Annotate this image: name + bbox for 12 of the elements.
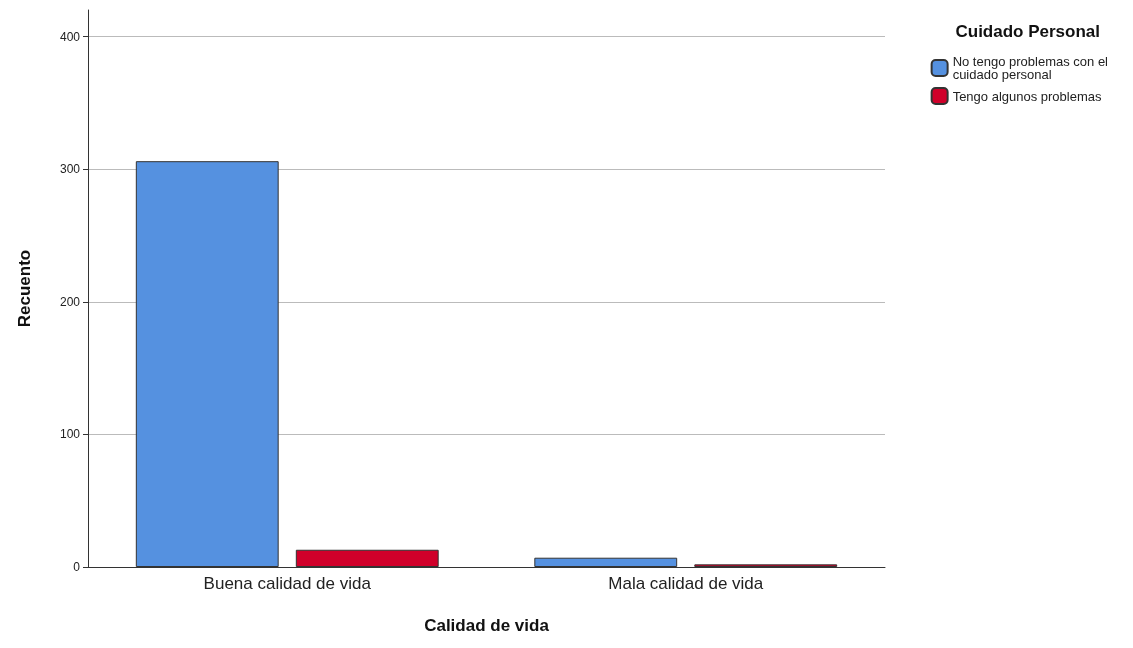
y-tick-label: 400 (59, 29, 81, 44)
x-tick-label: Mala calidad de vida (608, 574, 764, 593)
y-tick-label: 0 (73, 560, 81, 574)
legend-label: No tengo problemas con el cuidado personal (952, 54, 1109, 82)
y-tick-label: 100 (59, 427, 81, 442)
x-tick-label: Buena calidad de vida (203, 574, 372, 593)
legend-title: Cuidado Personal (955, 22, 1101, 41)
legend-label: Tengo algunos problemas (952, 88, 1103, 104)
y-tick-label: 200 (59, 294, 81, 309)
y-tick-label: 300 (59, 162, 81, 177)
y-axis-title: Recuento (15, 249, 34, 328)
x-axis-title: Calidad de vida (424, 616, 550, 635)
